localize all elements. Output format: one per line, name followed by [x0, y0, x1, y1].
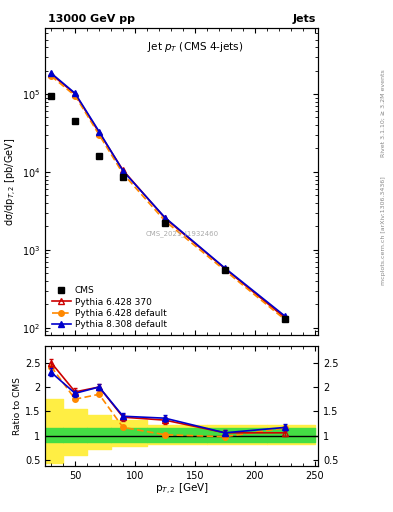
- Pythia 6.428 370: [222, 266, 227, 272]
- Pythia 6.428 default: [73, 93, 77, 99]
- Pythia 6.428 370: [73, 91, 77, 97]
- Text: CMS_2021_I1932460: CMS_2021_I1932460: [145, 230, 219, 237]
- CMS: [121, 175, 125, 181]
- Pythia 8.308 default: [73, 90, 77, 96]
- Text: Jets: Jets: [292, 13, 316, 24]
- CMS: [73, 118, 77, 124]
- Pythia 6.428 default: [97, 132, 101, 138]
- CMS: [283, 316, 287, 322]
- Pythia 6.428 default: [49, 73, 53, 79]
- Pythia 6.428 370: [163, 215, 167, 221]
- Pythia 6.428 default: [121, 170, 125, 177]
- Pythia 6.428 default: [163, 218, 167, 224]
- CMS: [163, 220, 167, 226]
- CMS: [97, 153, 101, 159]
- Pythia 6.428 default: [283, 316, 287, 323]
- Legend: CMS, Pythia 6.428 370, Pythia 6.428 default, Pythia 8.308 default: CMS, Pythia 6.428 370, Pythia 6.428 defa…: [50, 285, 169, 331]
- Pythia 8.308 default: [283, 313, 287, 319]
- Line: Pythia 6.428 default: Pythia 6.428 default: [48, 73, 288, 322]
- X-axis label: p$_{T,2}$ [GeV]: p$_{T,2}$ [GeV]: [155, 482, 209, 497]
- Y-axis label: dσ/dp$_{T,2}$ [pb/GeV]: dσ/dp$_{T,2}$ [pb/GeV]: [4, 138, 19, 226]
- Text: mcplots.cern.ch [arXiv:1306.3436]: mcplots.cern.ch [arXiv:1306.3436]: [381, 176, 386, 285]
- Text: 13000 GeV pp: 13000 GeV pp: [48, 13, 135, 24]
- Pythia 6.428 370: [49, 71, 53, 77]
- Text: Rivet 3.1.10; ≥ 3.2M events: Rivet 3.1.10; ≥ 3.2M events: [381, 69, 386, 157]
- Pythia 6.428 370: [283, 314, 287, 321]
- Line: Pythia 6.428 370: Pythia 6.428 370: [48, 71, 288, 321]
- Text: Jet $p_T$ (CMS 4-jets): Jet $p_T$ (CMS 4-jets): [147, 40, 244, 54]
- Line: Pythia 8.308 default: Pythia 8.308 default: [48, 71, 288, 318]
- CMS: [49, 93, 53, 99]
- Line: CMS: CMS: [48, 93, 288, 322]
- Pythia 6.428 default: [222, 267, 227, 273]
- CMS: [222, 267, 227, 273]
- Pythia 6.428 370: [97, 130, 101, 136]
- Pythia 8.308 default: [49, 70, 53, 76]
- Pythia 8.308 default: [121, 168, 125, 174]
- Pythia 8.308 default: [163, 215, 167, 221]
- Pythia 8.308 default: [222, 265, 227, 271]
- Y-axis label: Ratio to CMS: Ratio to CMS: [13, 377, 22, 435]
- Pythia 6.428 370: [121, 167, 125, 174]
- Pythia 8.308 default: [97, 129, 101, 135]
